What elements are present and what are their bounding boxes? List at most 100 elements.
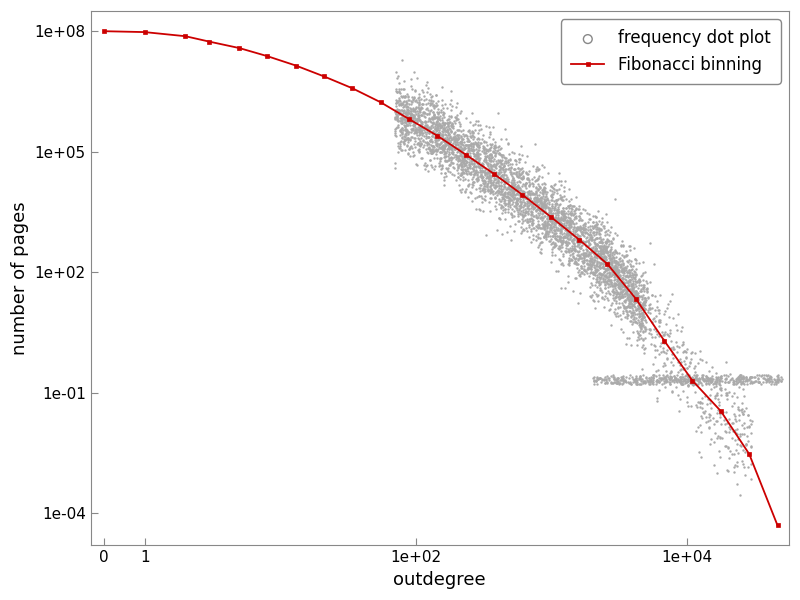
frequency dot plot <box>461 162 474 172</box>
frequency dot plot <box>431 134 444 143</box>
frequency dot plot <box>478 170 491 180</box>
frequency dot plot <box>769 377 782 387</box>
frequency dot plot <box>517 179 530 188</box>
frequency dot plot <box>511 196 524 205</box>
frequency dot plot <box>475 124 488 134</box>
frequency dot plot <box>414 104 427 113</box>
frequency dot plot <box>431 132 444 142</box>
frequency dot plot <box>620 256 633 265</box>
frequency dot plot <box>478 136 490 146</box>
frequency dot plot <box>574 238 586 247</box>
frequency dot plot <box>650 311 662 321</box>
frequency dot plot <box>415 122 428 131</box>
frequency dot plot <box>541 226 554 236</box>
frequency dot plot <box>607 262 620 272</box>
frequency dot plot <box>674 354 686 364</box>
frequency dot plot <box>446 158 458 168</box>
frequency dot plot <box>606 248 619 257</box>
frequency dot plot <box>406 113 418 122</box>
frequency dot plot <box>531 212 544 222</box>
frequency dot plot <box>550 185 563 195</box>
frequency dot plot <box>448 142 461 152</box>
frequency dot plot <box>445 127 458 137</box>
frequency dot plot <box>688 363 701 373</box>
frequency dot plot <box>629 270 642 280</box>
frequency dot plot <box>430 149 442 158</box>
frequency dot plot <box>472 175 485 185</box>
frequency dot plot <box>727 418 740 428</box>
frequency dot plot <box>623 373 636 383</box>
frequency dot plot <box>574 244 587 253</box>
frequency dot plot <box>468 169 481 179</box>
frequency dot plot <box>562 226 574 236</box>
frequency dot plot <box>737 445 750 454</box>
frequency dot plot <box>521 209 534 219</box>
frequency dot plot <box>538 203 551 213</box>
frequency dot plot <box>528 193 541 203</box>
frequency dot plot <box>553 232 566 241</box>
frequency dot plot <box>398 100 411 109</box>
frequency dot plot <box>567 214 580 224</box>
frequency dot plot <box>420 161 433 171</box>
frequency dot plot <box>442 118 455 128</box>
frequency dot plot <box>448 144 461 154</box>
frequency dot plot <box>621 311 634 321</box>
frequency dot plot <box>615 268 628 277</box>
frequency dot plot <box>522 186 535 196</box>
frequency dot plot <box>589 252 602 262</box>
frequency dot plot <box>582 250 594 260</box>
frequency dot plot <box>489 146 502 155</box>
frequency dot plot <box>598 267 611 277</box>
frequency dot plot <box>701 375 714 385</box>
frequency dot plot <box>619 302 632 312</box>
frequency dot plot <box>536 204 549 214</box>
frequency dot plot <box>505 162 518 172</box>
frequency dot plot <box>688 361 701 370</box>
frequency dot plot <box>698 408 711 418</box>
frequency dot plot <box>565 254 578 264</box>
frequency dot plot <box>600 247 613 257</box>
frequency dot plot <box>539 202 552 212</box>
frequency dot plot <box>584 256 597 265</box>
frequency dot plot <box>481 146 494 156</box>
frequency dot plot <box>426 131 438 141</box>
frequency dot plot <box>612 311 625 320</box>
frequency dot plot <box>665 349 678 359</box>
frequency dot plot <box>540 234 553 244</box>
frequency dot plot <box>626 327 639 337</box>
frequency dot plot <box>636 374 649 384</box>
frequency dot plot <box>458 174 471 184</box>
frequency dot plot <box>466 145 479 155</box>
frequency dot plot <box>498 169 510 179</box>
frequency dot plot <box>635 308 648 317</box>
frequency dot plot <box>637 305 650 314</box>
frequency dot plot <box>508 177 521 187</box>
frequency dot plot <box>625 316 638 325</box>
frequency dot plot <box>426 98 438 108</box>
frequency dot plot <box>398 124 411 134</box>
frequency dot plot <box>521 151 534 160</box>
frequency dot plot <box>583 221 596 230</box>
frequency dot plot <box>470 134 483 143</box>
frequency dot plot <box>488 142 501 152</box>
frequency dot plot <box>486 160 499 169</box>
frequency dot plot <box>714 433 726 442</box>
frequency dot plot <box>466 159 478 169</box>
frequency dot plot <box>542 211 554 221</box>
frequency dot plot <box>531 193 544 203</box>
frequency dot plot <box>526 196 538 206</box>
frequency dot plot <box>531 229 544 239</box>
frequency dot plot <box>730 374 742 383</box>
frequency dot plot <box>671 347 684 356</box>
frequency dot plot <box>428 100 441 110</box>
frequency dot plot <box>504 169 517 179</box>
frequency dot plot <box>567 254 580 263</box>
frequency dot plot <box>551 204 564 214</box>
frequency dot plot <box>492 142 505 152</box>
frequency dot plot <box>738 429 751 439</box>
frequency dot plot <box>453 145 466 155</box>
frequency dot plot <box>435 95 448 104</box>
frequency dot plot <box>498 204 511 214</box>
frequency dot plot <box>615 250 628 260</box>
frequency dot plot <box>602 274 614 284</box>
